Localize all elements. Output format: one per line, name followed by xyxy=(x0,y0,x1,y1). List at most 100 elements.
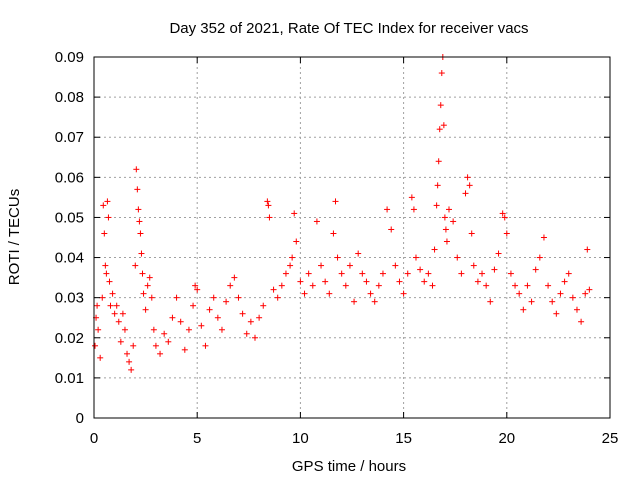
x-tick-label: 20 xyxy=(498,430,515,447)
data-point xyxy=(586,286,593,293)
data-point xyxy=(520,306,527,313)
data-point xyxy=(266,214,273,221)
data-point xyxy=(173,294,180,301)
data-point xyxy=(450,218,457,225)
data-point xyxy=(102,262,109,269)
data-point xyxy=(443,238,450,245)
data-point xyxy=(435,158,442,165)
chart-title: Day 352 of 2021, Rate Of TEC Index for r… xyxy=(169,20,528,37)
y-tick-label: 0.03 xyxy=(55,290,84,307)
data-point xyxy=(499,210,506,217)
data-point xyxy=(512,282,519,289)
data-point xyxy=(293,238,300,245)
data-point xyxy=(342,282,349,289)
data-point xyxy=(194,286,201,293)
data-point xyxy=(524,282,531,289)
data-point xyxy=(251,334,258,341)
data-point xyxy=(139,270,146,277)
data-point xyxy=(425,270,432,277)
data-point xyxy=(132,262,139,269)
data-point xyxy=(446,206,453,213)
data-point xyxy=(282,270,289,277)
data-point xyxy=(101,230,108,237)
data-point xyxy=(466,182,473,189)
data-point xyxy=(584,246,591,253)
data-point xyxy=(177,318,184,325)
data-point xyxy=(495,250,502,257)
data-point xyxy=(487,298,494,305)
data-point xyxy=(247,318,254,325)
data-point xyxy=(375,282,382,289)
data-point xyxy=(363,278,370,285)
data-point xyxy=(408,194,415,201)
data-point xyxy=(214,314,221,321)
data-point xyxy=(532,266,539,273)
y-tick-label: 0.08 xyxy=(55,89,84,106)
data-point xyxy=(243,330,250,337)
data-point xyxy=(468,230,475,237)
data-point xyxy=(561,278,568,285)
data-point xyxy=(206,306,213,313)
data-point xyxy=(190,302,197,309)
data-point xyxy=(578,318,585,325)
data-point xyxy=(106,278,113,285)
y-tick-label: 0.07 xyxy=(55,129,84,146)
data-point xyxy=(117,338,124,345)
data-point xyxy=(235,294,242,301)
data-point xyxy=(549,298,556,305)
data-point xyxy=(181,346,188,353)
data-point xyxy=(107,302,114,309)
x-tick-label: 5 xyxy=(193,430,201,447)
data-point xyxy=(367,290,374,297)
data-points xyxy=(92,54,593,373)
grid-lines xyxy=(94,57,610,418)
x-tick-label: 15 xyxy=(395,430,412,447)
data-point xyxy=(338,270,345,277)
y-tick-label: 0.09 xyxy=(55,49,84,66)
data-point xyxy=(92,342,99,349)
data-point xyxy=(540,234,547,241)
data-point xyxy=(305,270,312,277)
data-point xyxy=(287,262,294,269)
data-point xyxy=(371,298,378,305)
data-point xyxy=(105,214,112,221)
data-point xyxy=(483,282,490,289)
x-tick-label: 25 xyxy=(602,430,619,447)
data-point xyxy=(161,330,168,337)
data-point xyxy=(582,290,589,297)
data-point xyxy=(301,290,308,297)
data-point xyxy=(140,290,147,297)
data-point xyxy=(431,246,438,253)
data-point xyxy=(146,274,153,281)
data-point xyxy=(569,294,576,301)
data-point xyxy=(330,230,337,237)
data-point xyxy=(111,310,118,317)
data-point xyxy=(124,350,131,357)
data-point xyxy=(322,278,329,285)
y-tick-label: 0.06 xyxy=(55,169,84,186)
data-point xyxy=(503,230,510,237)
data-point xyxy=(410,206,417,213)
data-point xyxy=(297,278,304,285)
data-point xyxy=(185,326,192,333)
y-tick-label: 0.04 xyxy=(55,250,84,267)
data-point xyxy=(573,306,580,313)
data-point xyxy=(400,290,407,297)
data-point xyxy=(231,274,238,281)
data-point xyxy=(289,254,296,261)
data-point xyxy=(291,210,298,217)
data-point xyxy=(148,294,155,301)
x-axis-label: GPS time / hours xyxy=(292,458,406,475)
data-point xyxy=(198,322,205,329)
data-point xyxy=(119,310,126,317)
data-point xyxy=(417,266,424,273)
data-point xyxy=(144,282,151,289)
data-point xyxy=(434,182,441,189)
data-point xyxy=(479,270,486,277)
data-point xyxy=(437,102,444,109)
data-point xyxy=(115,318,122,325)
data-point xyxy=(501,214,508,221)
data-point xyxy=(433,202,440,209)
data-point xyxy=(351,298,358,305)
data-point xyxy=(100,202,107,209)
